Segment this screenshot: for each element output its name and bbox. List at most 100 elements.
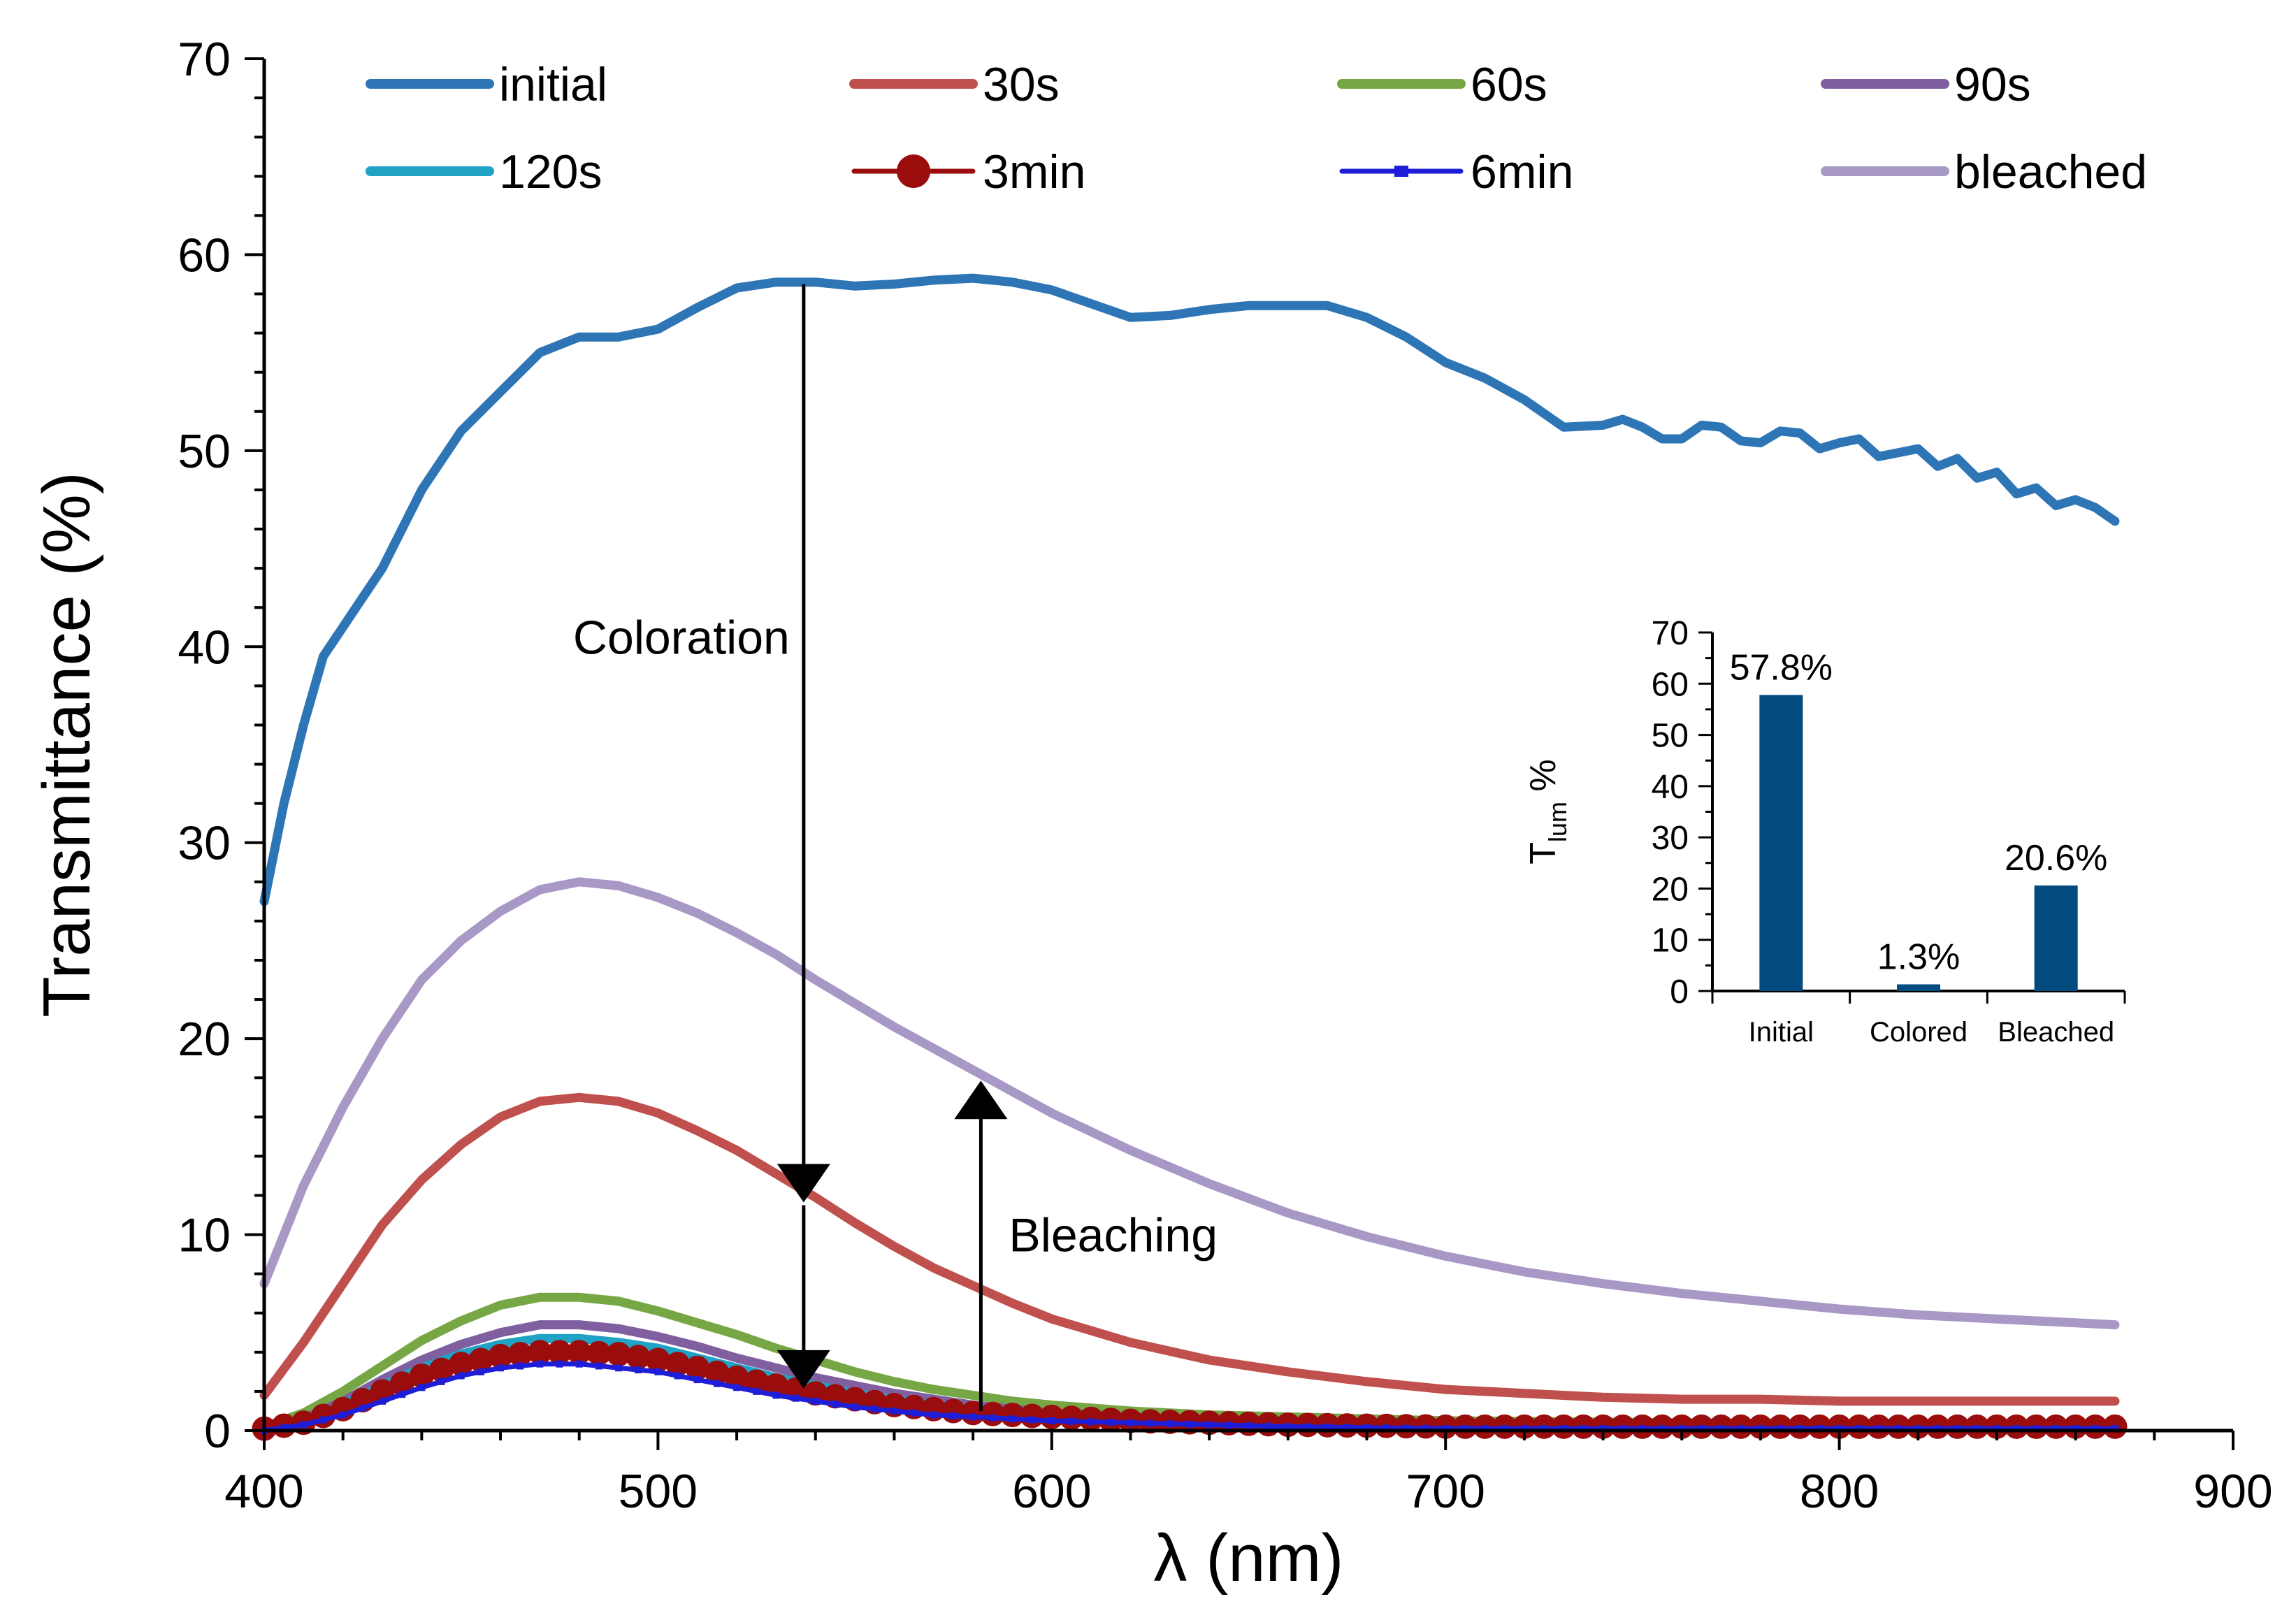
series-marker-6min: [1481, 1425, 1489, 1433]
series-marker-6min: [1088, 1418, 1095, 1426]
series-marker-6min: [1777, 1425, 1784, 1433]
series-marker-6min: [1382, 1424, 1390, 1432]
series-marker-6min: [674, 1372, 681, 1380]
inset-y-title-suffix: %: [1523, 759, 1564, 802]
series-marker-6min: [1048, 1417, 1055, 1424]
series-marker-6min: [2033, 1425, 2040, 1433]
series-marker-6min: [1284, 1423, 1292, 1431]
series-marker-6min: [1146, 1419, 1154, 1427]
series-marker-6min: [1127, 1419, 1134, 1426]
series-marker-6min: [1107, 1419, 1115, 1426]
legend-item-initial: initial: [366, 58, 607, 111]
series-marker-6min: [792, 1394, 800, 1402]
series-marker-6min: [1659, 1425, 1666, 1433]
inset-category-label: Initial: [1749, 1017, 1814, 1048]
series-marker-6min: [1698, 1425, 1705, 1433]
series-marker-6min: [890, 1408, 898, 1415]
series-marker-6min: [811, 1397, 819, 1405]
series-marker-6min: [1895, 1425, 1902, 1433]
legend-item-6min: 6min: [1339, 145, 1573, 198]
y-tick-label: 40: [178, 621, 231, 674]
series-marker-6min: [438, 1377, 445, 1385]
series-marker-6min: [654, 1368, 662, 1375]
coloration-arrow-head: [777, 1350, 830, 1389]
series-marker-6min: [1442, 1425, 1450, 1433]
series-marker-6min: [1875, 1425, 1882, 1433]
series-marker-6min: [1009, 1415, 1016, 1423]
series-marker-6min: [1166, 1420, 1174, 1428]
inset-y-tick-label: 40: [1652, 769, 1689, 806]
series-marker-6min: [1756, 1425, 1764, 1433]
legend-item-3min: 3min: [851, 145, 1085, 198]
coloration-label: Coloration: [573, 611, 790, 664]
inset-y-tick-label: 70: [1652, 615, 1689, 652]
inset-bar-bleached: [2034, 885, 2078, 991]
inset-bar-chart: 0 10 20 30 40 50 60 70 Tlum % 57.8% Initial 1.3% Col…: [1523, 601, 2153, 1083]
series-marker-6min: [1264, 1422, 1272, 1430]
inset-data-label: 20.6%: [2005, 838, 2107, 878]
series-marker-6min: [359, 1404, 366, 1412]
series-marker-6min: [1619, 1425, 1626, 1433]
inset-category-label: Bleached: [1998, 1017, 2114, 1048]
series-marker-6min: [398, 1391, 406, 1398]
series-6min: [261, 1360, 2118, 1434]
series-marker-6min: [1796, 1425, 1804, 1433]
inset-y-title-main: T: [1523, 842, 1564, 865]
x-tick-label: 900: [2193, 1465, 2272, 1518]
series-marker-6min: [969, 1413, 977, 1421]
series-marker-6min: [517, 1362, 524, 1370]
legend-item-bleached: bleached: [1821, 145, 2147, 198]
y-tick-label: 60: [178, 229, 231, 282]
inset-bar-colored: [1897, 984, 1940, 991]
legend-marker-3min: [897, 154, 930, 188]
y-tick-label: 70: [178, 33, 231, 86]
bleaching-arrow-head: [954, 1080, 1008, 1120]
y-tick-label: 0: [204, 1405, 231, 1458]
series-marker-6min: [1304, 1423, 1311, 1431]
legend-item-30s: 30s: [849, 58, 1060, 111]
series-marker-6min: [280, 1424, 288, 1431]
legend-marker-6min: [1394, 166, 1408, 177]
series-marker-6min: [2013, 1425, 2021, 1433]
annotation-coloration: Coloration: [573, 284, 830, 1389]
series-30s: [259, 1092, 2120, 1406]
y-tick-label: 20: [178, 1013, 231, 1066]
inset-bar-initial: [1759, 695, 1803, 991]
coloration-arrow-head: [777, 1164, 830, 1203]
series-marker-6min: [556, 1360, 563, 1368]
series-marker-6min: [1068, 1417, 1075, 1425]
x-tick-label: 400: [224, 1465, 303, 1518]
legend-label-120s: 120s: [499, 145, 602, 198]
series-line-30s: [259, 1092, 2120, 1406]
series-marker-6min: [457, 1372, 465, 1380]
series-marker-6min: [1993, 1425, 2000, 1433]
series-marker-6min: [1225, 1422, 1233, 1429]
annotations: Coloration Bleaching: [573, 284, 1218, 1411]
series-marker-6min: [753, 1387, 760, 1395]
series-marker-6min: [2072, 1425, 2079, 1433]
legend-label-30s: 30s: [983, 58, 1060, 111]
x-axis-title: λ (nm): [1154, 1521, 1344, 1596]
series-marker-6min: [1206, 1421, 1213, 1429]
inset-y-tick-label: 30: [1652, 820, 1689, 857]
y-tick-label: 10: [178, 1209, 231, 1262]
series-marker-6min: [536, 1360, 544, 1368]
series-marker-6min: [851, 1403, 859, 1411]
bleaching-label: Bleaching: [1009, 1209, 1218, 1262]
series-marker-6min: [1599, 1425, 1607, 1433]
series-marker-6min: [300, 1421, 308, 1429]
x-tick-label: 700: [1406, 1465, 1485, 1518]
series-marker-6min: [477, 1368, 484, 1375]
series-marker-6min: [1816, 1425, 1824, 1433]
series-marker-6min: [1855, 1425, 1863, 1433]
series-marker-6min: [1737, 1425, 1745, 1433]
y-axis-title: Transmittance (%): [29, 472, 104, 1018]
inset-data-label: 1.3%: [1877, 936, 1961, 977]
inset-y-title-sub: lum: [1543, 802, 1572, 842]
series-marker-6min: [635, 1366, 642, 1374]
legend-label-3min: 3min: [983, 145, 1085, 198]
series-marker-6min: [2091, 1425, 2099, 1433]
series-marker-6min: [1501, 1425, 1508, 1433]
